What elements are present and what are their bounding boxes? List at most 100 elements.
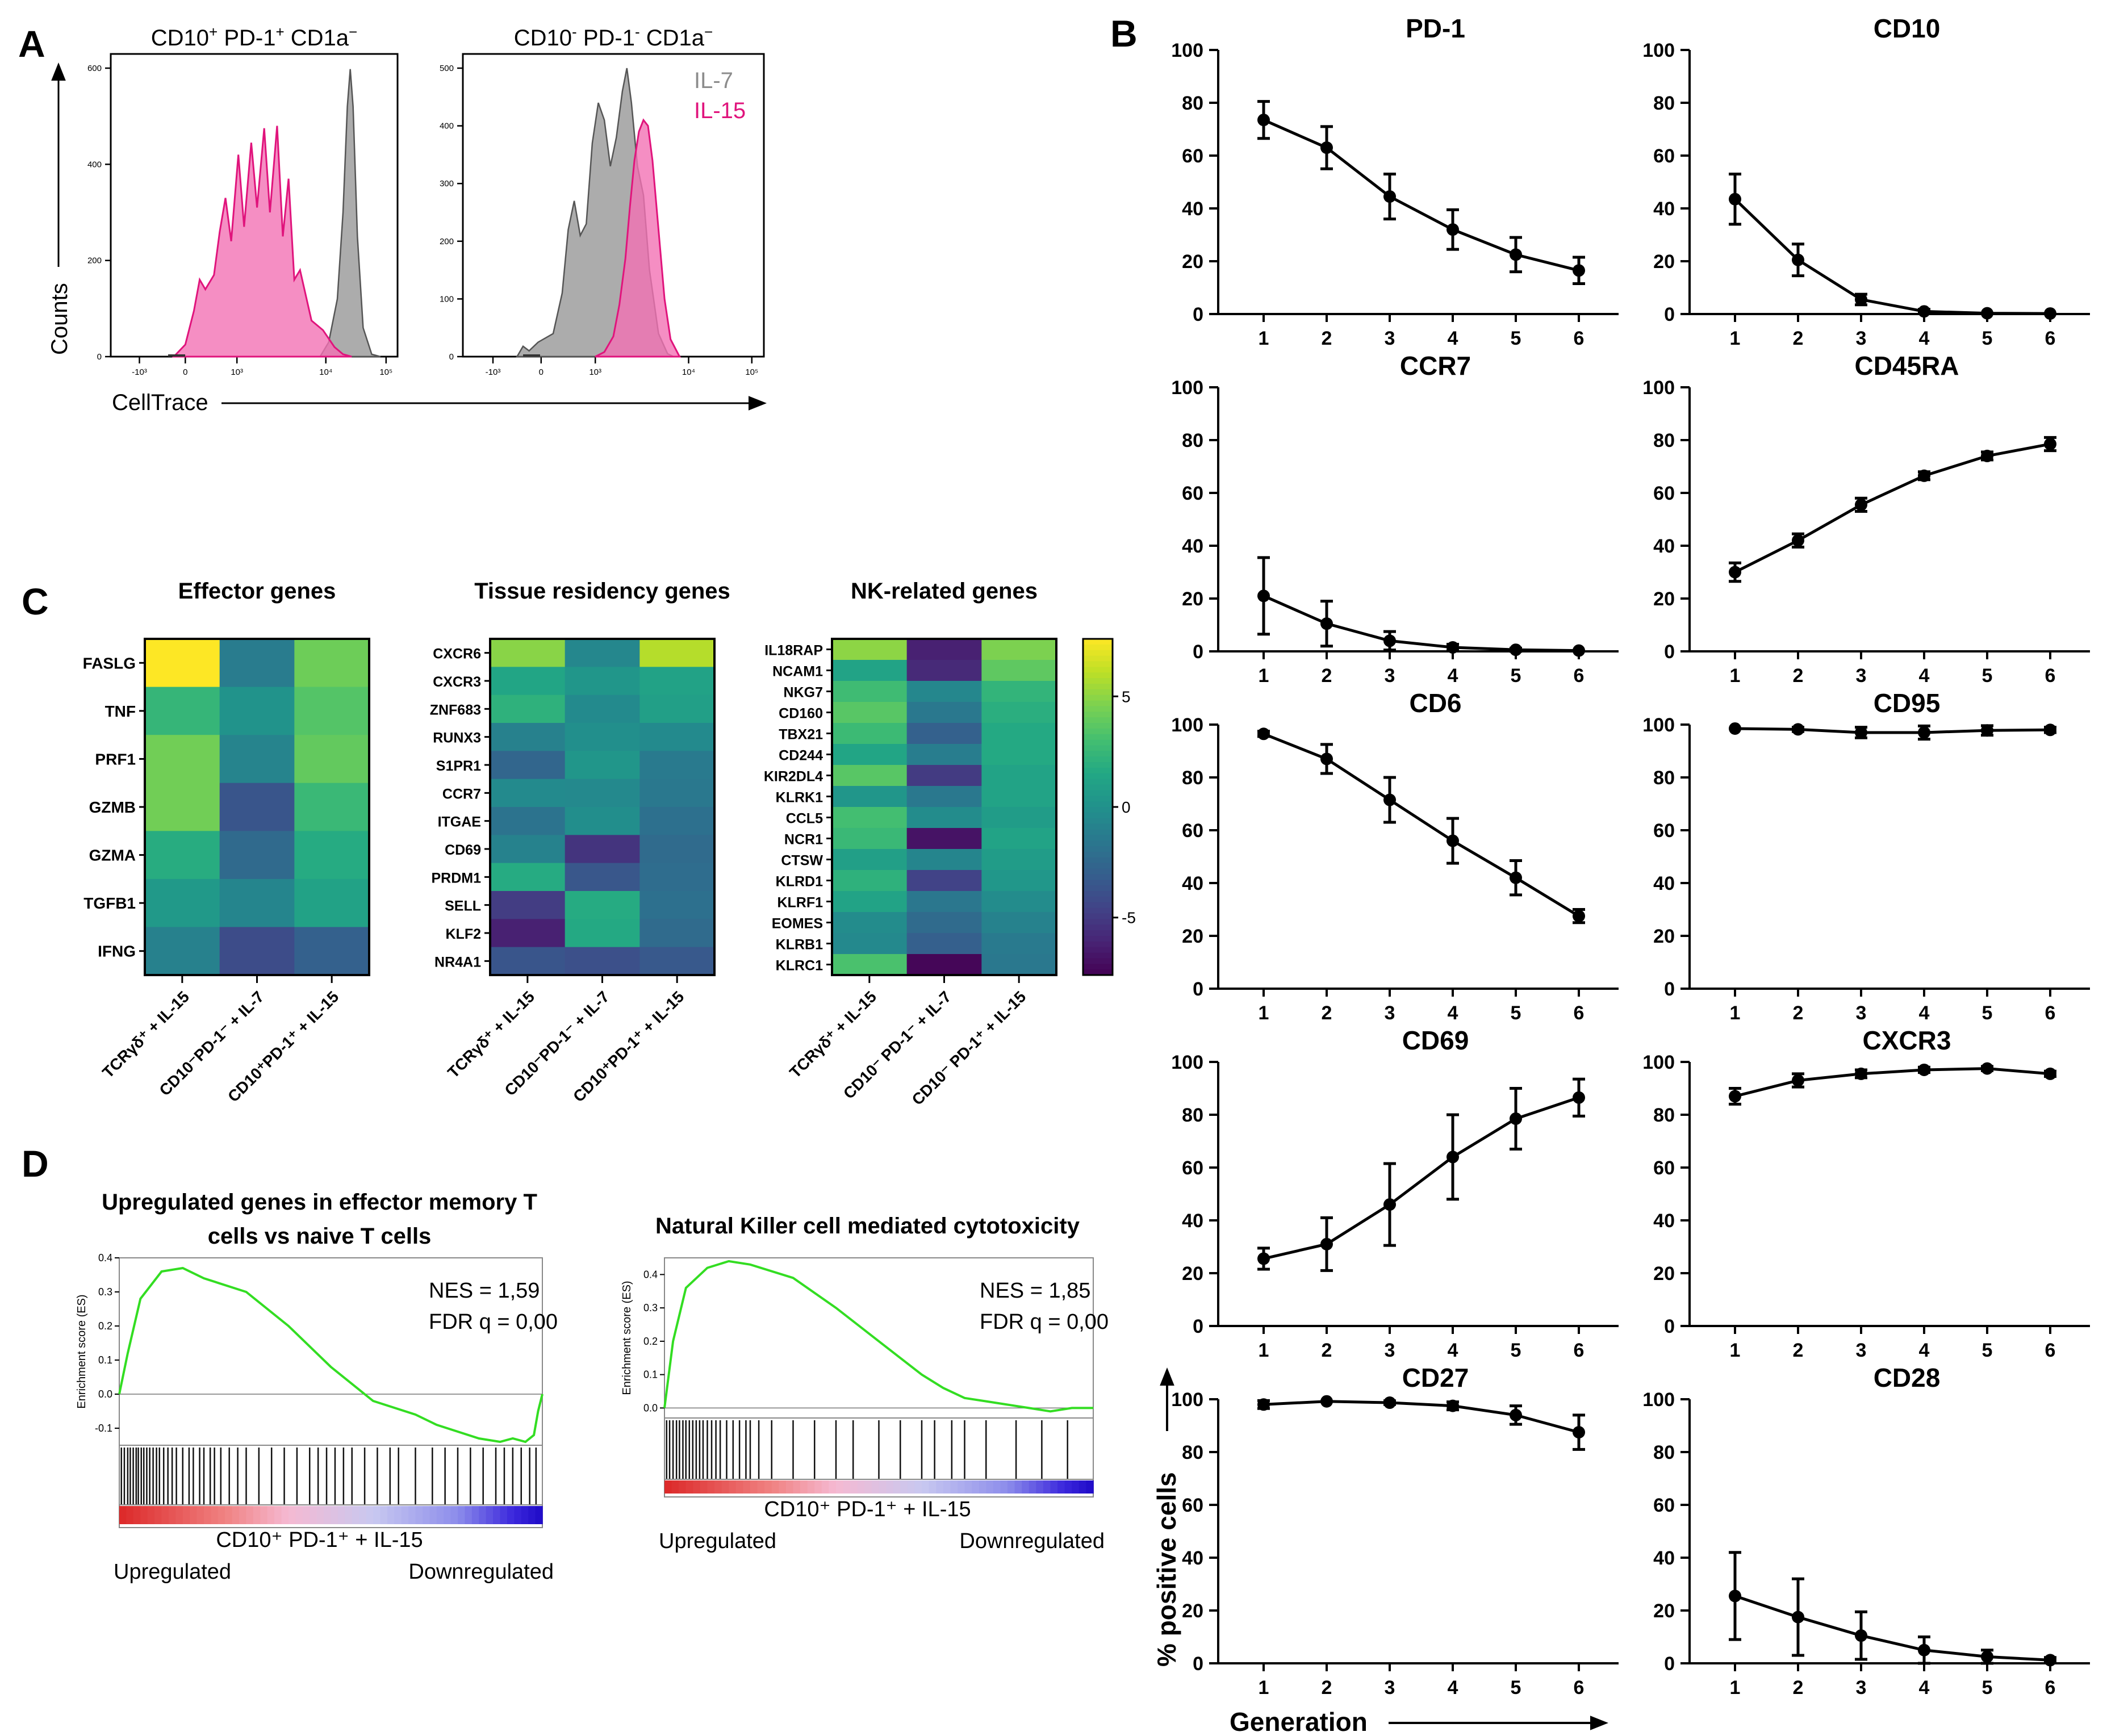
fdr-value: FDR q = 0,00 xyxy=(980,1310,1109,1334)
rank-gradient-segment xyxy=(493,1506,501,1524)
data-point xyxy=(1573,910,1585,923)
data-point xyxy=(2044,1654,2056,1667)
y-tick-label: 0 xyxy=(1664,1316,1675,1337)
heatmap-cell xyxy=(832,912,908,934)
panel-c: Effector genes FASLG TNF PRF1 GZMB GZMA TGFB1 I… xyxy=(83,579,1136,1108)
colorbar-segment xyxy=(1083,958,1113,965)
heatmap-cell xyxy=(219,639,295,688)
heatmap-cell xyxy=(565,639,640,667)
heatmap-cell xyxy=(294,639,370,688)
x-tick-label: 6 xyxy=(2045,1677,2056,1699)
colorbar-tick-label: 0 xyxy=(1122,798,1131,816)
x-tick-label: 5 xyxy=(1982,328,1993,349)
rank-gradient-segment xyxy=(771,1480,780,1494)
heatmap-cell xyxy=(565,863,640,892)
row-label: EOMES xyxy=(772,916,823,932)
fdr-value: FDR q = 0,00 xyxy=(429,1310,558,1334)
title-superscript: + xyxy=(209,23,218,40)
y-tick-label: 60 xyxy=(1182,820,1203,842)
heatmap-cell xyxy=(565,835,640,864)
heatmap-cell xyxy=(906,702,982,723)
data-point xyxy=(1383,793,1396,806)
colorbar-segment xyxy=(1083,650,1113,656)
rank-gradient-segment xyxy=(281,1506,289,1524)
row-label: ZNF683 xyxy=(430,702,481,718)
y-axis-label: % positive cells xyxy=(1152,1472,1181,1667)
x-tick-label: 1 xyxy=(1259,1340,1269,1361)
heatmap-cell xyxy=(565,947,640,976)
title-text: PD-1 xyxy=(577,26,635,51)
rank-gradient-segment xyxy=(366,1506,374,1524)
heatmap-title: Tissue residency genes xyxy=(474,579,730,604)
chart-title: CD45RA xyxy=(1854,351,1959,380)
x-tick-label: 2 xyxy=(1322,1002,1332,1024)
heatmap-cell xyxy=(145,879,220,928)
colorbar-segment xyxy=(1083,751,1113,757)
series-line xyxy=(1734,727,2051,734)
y-tick-label: 80 xyxy=(1653,430,1675,451)
heatmap-cell xyxy=(490,751,566,780)
y-tick-label: 40 xyxy=(1653,198,1675,220)
x-tick-label: 3 xyxy=(1856,1002,1867,1024)
rank-gradient-segment xyxy=(922,1480,930,1494)
x-tick-label: 5 xyxy=(1511,328,1521,349)
row-label: NKG7 xyxy=(784,685,823,701)
heatmap-cell xyxy=(639,835,715,864)
row-label: KLRF1 xyxy=(777,895,823,911)
y-tick-label: 40 xyxy=(1182,536,1203,557)
arrow-head xyxy=(1590,1716,1608,1730)
heatmap-cell xyxy=(981,702,1057,723)
colorbar-segment xyxy=(1083,919,1113,925)
series-line xyxy=(1263,1400,1579,1434)
data-point xyxy=(1729,1090,1741,1103)
x-tick-label: 4 xyxy=(1919,1002,1930,1024)
heatmap-cell xyxy=(981,870,1057,892)
data-point xyxy=(1510,248,1522,261)
data-point xyxy=(2044,1067,2056,1080)
data-point xyxy=(1855,498,1867,511)
rank-gradient-segment xyxy=(1064,1480,1073,1494)
data-point xyxy=(1320,141,1333,154)
heatmap-cell xyxy=(639,723,715,751)
y-tick-label: 60 xyxy=(1182,1157,1203,1179)
heatmap-cell xyxy=(145,639,220,688)
rank-metric-label: CD10⁺ PD-1⁺ + IL-15 xyxy=(216,1528,423,1552)
rank-gradient-segment xyxy=(316,1506,324,1524)
title-text: CD1a xyxy=(285,26,349,51)
colorbar-segment xyxy=(1083,745,1113,752)
rank-gradient-segment xyxy=(943,1480,951,1494)
x-tick-label: 2 xyxy=(1322,1340,1332,1361)
rank-gradient-segment xyxy=(436,1506,444,1524)
heatmap-cell xyxy=(565,667,640,696)
colorbar-segment xyxy=(1083,728,1113,735)
y-axis-label: Counts xyxy=(47,283,72,355)
gsea-plot-1: Upregulated genes in effector memory T ce… xyxy=(76,1190,558,1584)
heatmap-cell xyxy=(832,681,908,702)
y-tick-label: 40 xyxy=(1182,873,1203,894)
x-tick-label: 10⁵ xyxy=(379,367,392,377)
rank-gradient-segment xyxy=(986,1480,994,1494)
x-tick-label: 2 xyxy=(1793,1340,1804,1361)
line-chart-cd27: CD27 0 20 40 60 80 100 1 2 3 4 5 6 xyxy=(1171,1363,1619,1699)
row-label: S1PR1 xyxy=(436,758,481,774)
rank-gradient-segment xyxy=(700,1480,708,1494)
rank-gradient-segment xyxy=(1029,1480,1037,1494)
colorbar-segment xyxy=(1083,857,1113,864)
heatmap-cell xyxy=(906,681,982,702)
rank-gradient-segment xyxy=(821,1480,830,1494)
x-tick-label: 2 xyxy=(1322,1677,1332,1699)
il7-distribution xyxy=(319,69,381,358)
heatmap-cell xyxy=(906,933,982,955)
rank-gradient-segment xyxy=(387,1506,395,1524)
x-tick-label: 4 xyxy=(1448,1340,1458,1361)
gsea-title: Natural Killer cell mediated cytotoxicit… xyxy=(655,1214,1080,1239)
data-point xyxy=(2044,307,2056,320)
chart-title: CD69 xyxy=(1402,1026,1469,1055)
colorbar-segment xyxy=(1083,784,1113,791)
heatmap-cell xyxy=(565,723,640,751)
rank-gradient-segment xyxy=(679,1480,687,1494)
heatmap-cell xyxy=(906,660,982,681)
rank-gradient-segment xyxy=(900,1480,908,1494)
row-label: PRDM1 xyxy=(431,870,481,886)
